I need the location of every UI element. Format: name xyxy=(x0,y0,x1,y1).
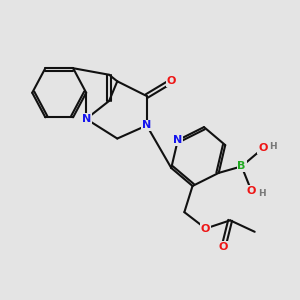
Text: B: B xyxy=(237,161,246,171)
Text: H: H xyxy=(269,142,277,151)
Text: O: O xyxy=(201,224,210,233)
Text: O: O xyxy=(219,242,228,251)
Text: O: O xyxy=(247,186,256,196)
Text: O: O xyxy=(167,76,176,86)
Text: N: N xyxy=(82,114,91,124)
Text: O: O xyxy=(258,143,268,153)
Text: N: N xyxy=(173,135,182,145)
Text: H: H xyxy=(258,189,266,198)
Text: N: N xyxy=(142,121,152,130)
